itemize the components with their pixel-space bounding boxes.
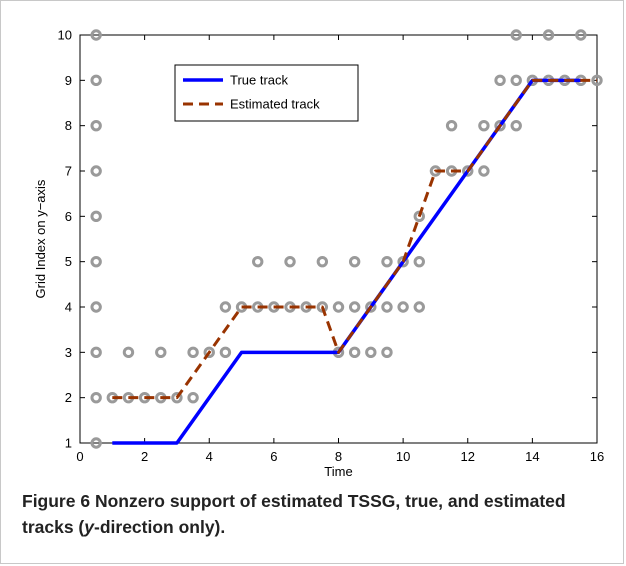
- figure-caption: Figure 6 Nonzero support of estimated TS…: [22, 488, 602, 540]
- support-point: [187, 346, 199, 359]
- support-point: [90, 255, 102, 268]
- support-point: [381, 346, 393, 359]
- y-tick-label: 4: [65, 300, 72, 315]
- x-axis-label: Time: [324, 464, 352, 479]
- support-point: [187, 391, 199, 404]
- support-point: [575, 29, 587, 41]
- support-point: [381, 301, 393, 313]
- support-point: [90, 346, 102, 359]
- x-tick-label: 12: [461, 449, 475, 464]
- support-point: [332, 301, 345, 313]
- support-point: [316, 255, 329, 268]
- support-point: [348, 301, 361, 313]
- y-tick-label: 5: [65, 254, 72, 269]
- support-point: [90, 437, 102, 449]
- support-point: [445, 119, 458, 132]
- y-tick-label: 9: [65, 73, 72, 88]
- x-tick-label: 6: [270, 449, 277, 464]
- legend-estimated-track-label: Estimated track: [230, 97, 320, 112]
- x-tick-label: 0: [76, 449, 83, 464]
- support-point: [510, 119, 522, 132]
- support-point: [203, 346, 215, 359]
- support-point: [413, 255, 425, 268]
- support-point: [284, 255, 296, 268]
- support-point: [90, 210, 102, 223]
- support-point: [478, 119, 490, 132]
- y-tick-label: 8: [65, 118, 72, 133]
- x-tick-label: 4: [206, 449, 213, 464]
- support-point: [494, 119, 506, 132]
- y-tick-label: 10: [58, 28, 72, 43]
- support-point: [219, 346, 232, 359]
- caption-text: Nonzero support of estimated TSSG, true,…: [22, 491, 566, 537]
- y-tick-label: 1: [65, 436, 72, 451]
- support-point: [381, 255, 393, 268]
- x-tick-label: 16: [590, 449, 604, 464]
- support-point: [90, 165, 102, 177]
- support-point: [510, 29, 522, 41]
- support-point: [365, 301, 377, 313]
- y-tick-label: 6: [65, 209, 72, 224]
- support-point: [348, 346, 361, 359]
- support-point: [219, 301, 232, 313]
- x-tick-label: 8: [335, 449, 342, 464]
- y-tick-label: 2: [65, 390, 72, 405]
- y-tick-label: 3: [65, 345, 72, 360]
- support-point: [171, 391, 183, 404]
- support-point: [155, 346, 167, 359]
- support-point: [494, 74, 506, 87]
- legend-box: [174, 64, 359, 122]
- support-point: [413, 301, 425, 313]
- x-tick-label: 14: [525, 449, 539, 464]
- support-point: [478, 165, 490, 177]
- support-point: [90, 29, 102, 41]
- support-point: [90, 301, 102, 313]
- support-point: [365, 346, 377, 359]
- support-point: [90, 74, 102, 87]
- support-point: [348, 255, 361, 268]
- x-tick-label: 2: [141, 449, 148, 464]
- support-point: [90, 391, 102, 404]
- y-axis-label: Grid Index on y−axis: [33, 179, 48, 298]
- support-point: [462, 165, 474, 177]
- legend-true-track-label: True track: [230, 73, 289, 88]
- figure-label: Figure 6: [22, 491, 91, 511]
- support-point: [122, 346, 135, 359]
- estimated-track-line: [112, 78, 597, 400]
- support-point: [591, 74, 603, 87]
- support-point: [90, 119, 102, 132]
- support-point: [510, 74, 522, 87]
- support-point: [542, 29, 555, 41]
- support-point: [252, 255, 264, 268]
- y-tick-label: 7: [65, 164, 72, 179]
- support-point: [397, 301, 409, 313]
- x-tick-label: 10: [396, 449, 410, 464]
